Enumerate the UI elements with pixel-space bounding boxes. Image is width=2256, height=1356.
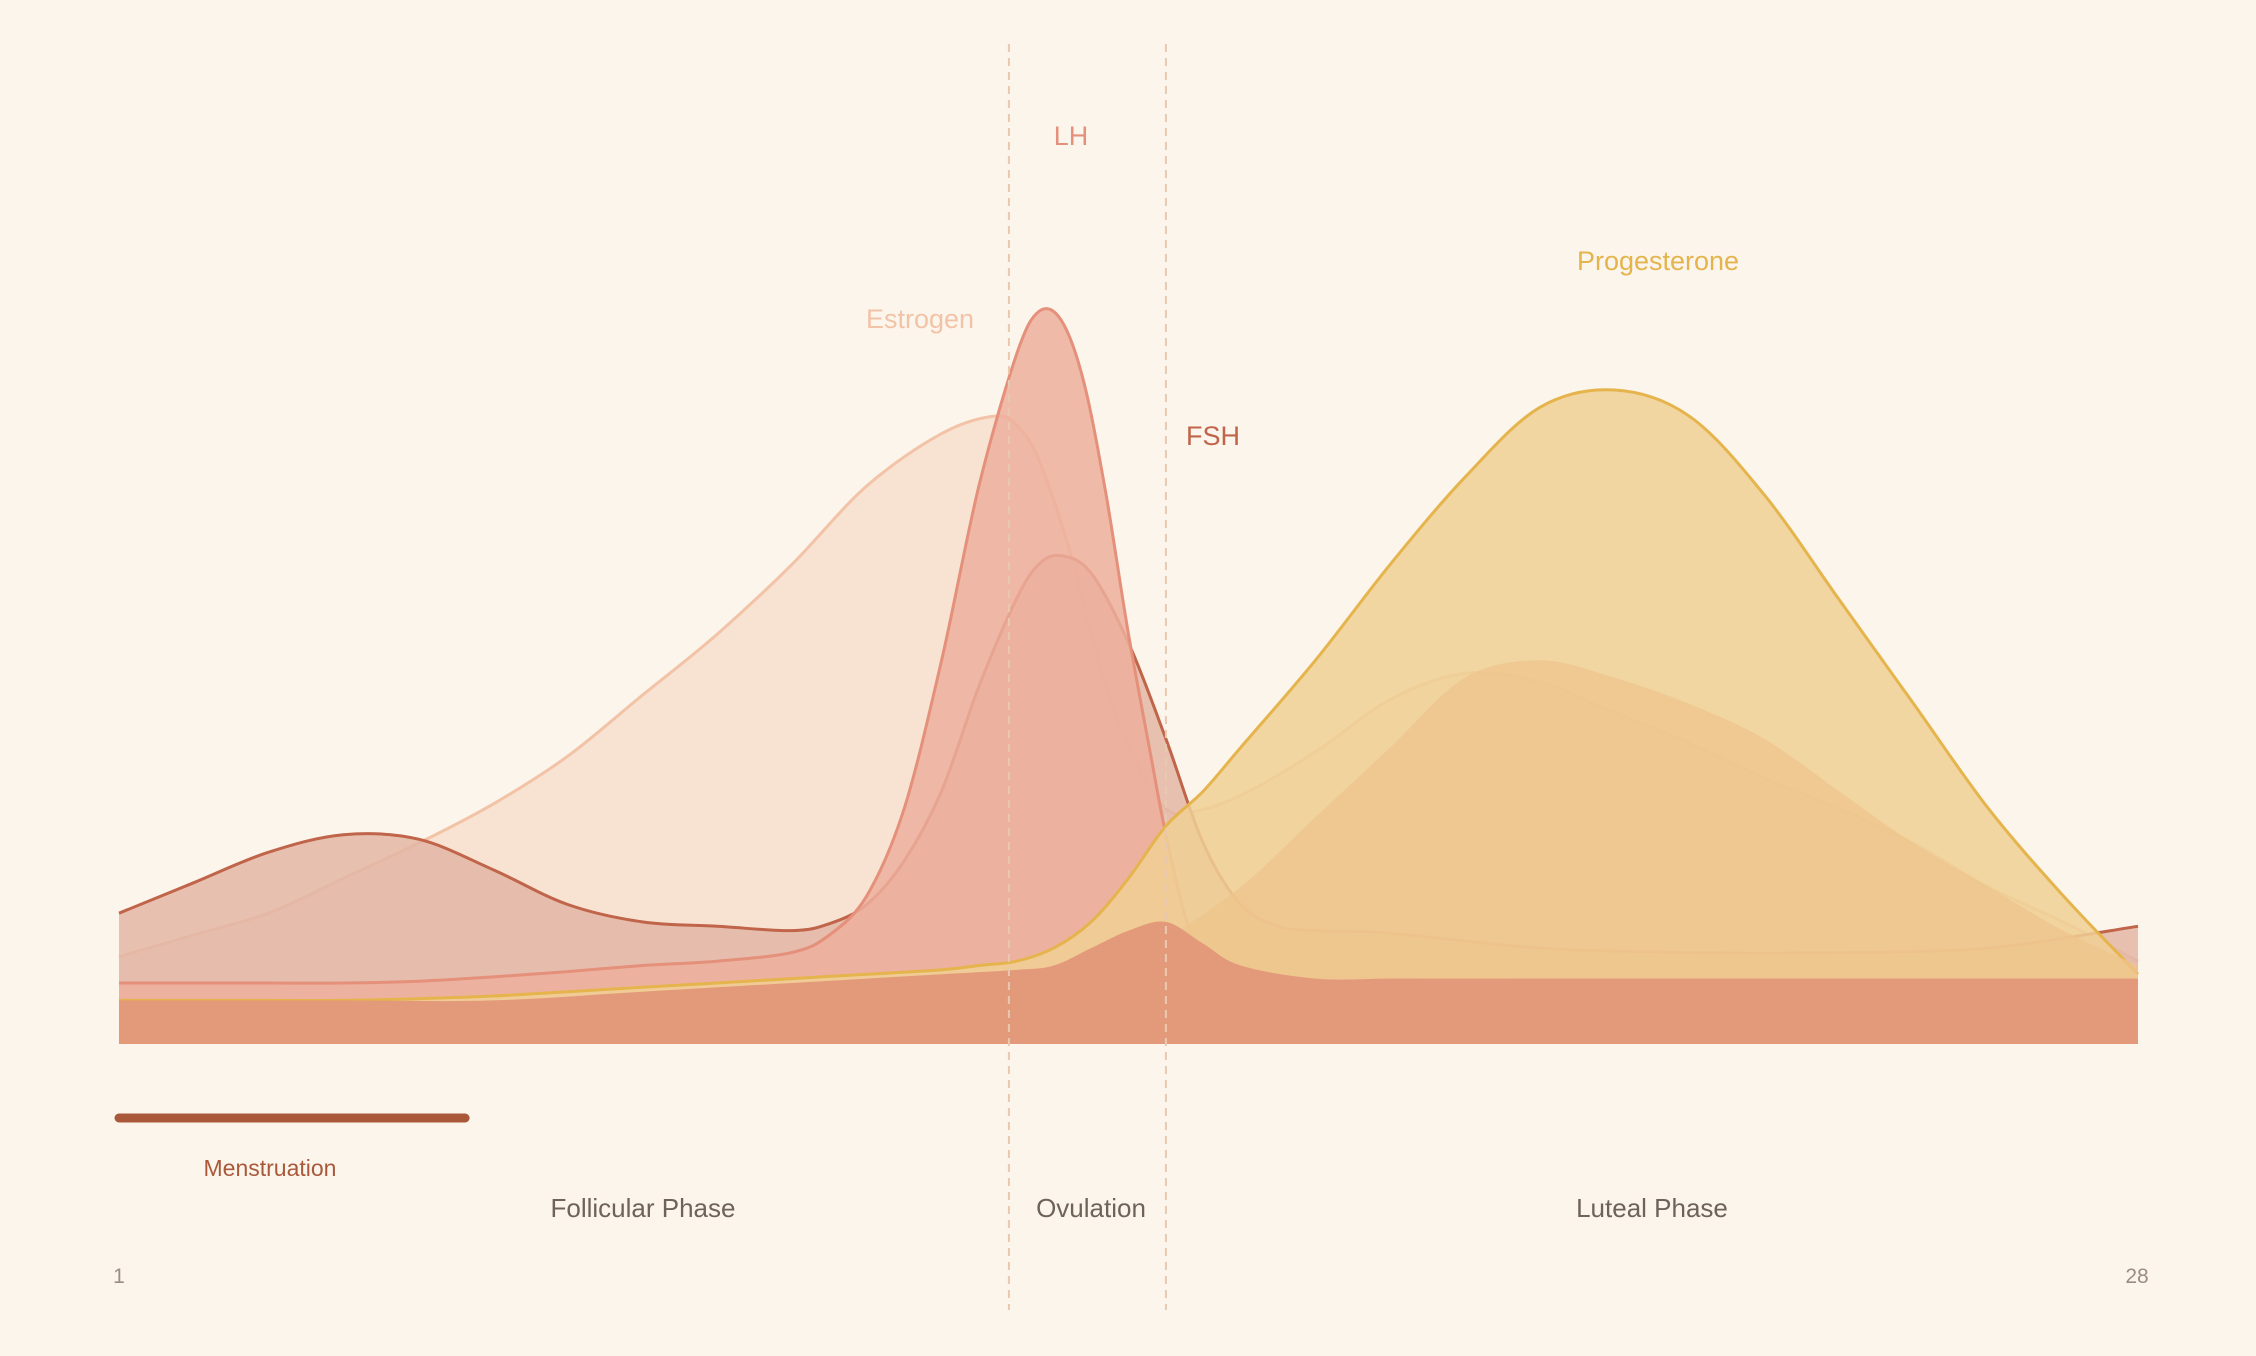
progesterone-label: Progesterone xyxy=(1577,246,1739,276)
estrogen-label: Estrogen xyxy=(866,304,974,334)
phase-label-follicular: Follicular Phase xyxy=(551,1193,736,1223)
series-lh-area xyxy=(119,308,2138,1045)
baseline-band xyxy=(119,921,2138,1044)
series-4-area xyxy=(1165,660,2138,1044)
chart-areas xyxy=(118,307,2140,1045)
phase-label-luteal: Luteal Phase xyxy=(1576,1193,1728,1223)
x-tick-end: 28 xyxy=(2125,1265,2148,1288)
fsh-label: FSH xyxy=(1186,421,1240,451)
menstruation-label: Menstruation xyxy=(204,1155,337,1181)
x-tick-start: 1 xyxy=(113,1265,125,1288)
phase-label-ovulation: Ovulation xyxy=(1036,1193,1146,1223)
phase-guides xyxy=(1007,44,1167,1310)
series-progesterone-line xyxy=(119,388,2140,1003)
lh-label: LH xyxy=(1054,121,1089,151)
